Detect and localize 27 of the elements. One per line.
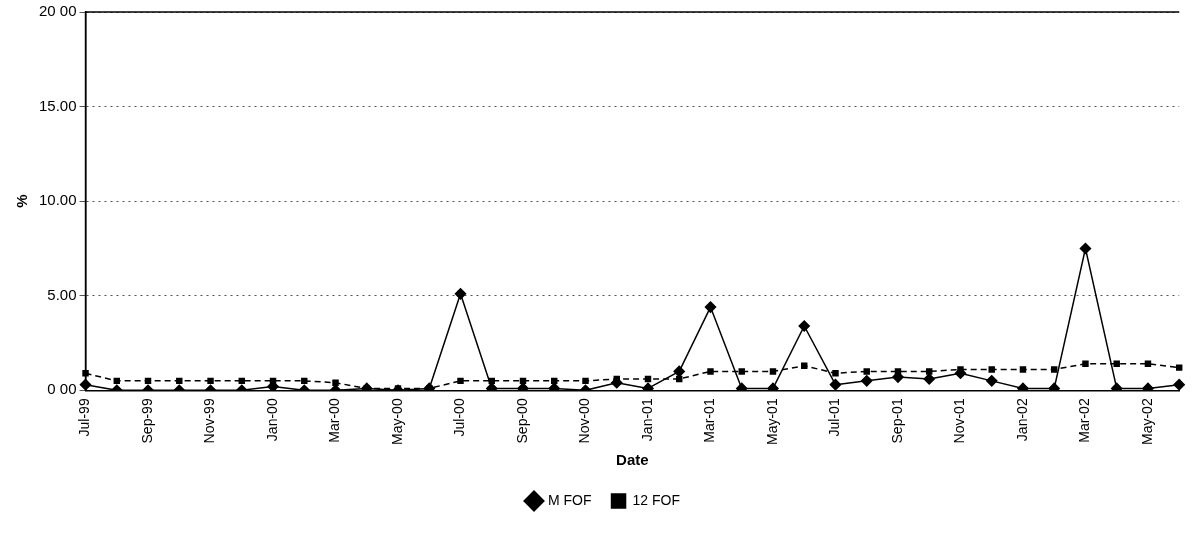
y-axis-title: % <box>13 194 31 208</box>
y-tick-label: 10.00 <box>38 191 77 209</box>
x-tick-label: Nov-00 <box>576 398 593 444</box>
x-tick-label: Jan-02 <box>1013 398 1030 442</box>
x-tick-label: Mar-01 <box>701 398 718 443</box>
x-tick-label: Nov-99 <box>201 398 218 444</box>
x-tick-label: Jul-00 <box>451 398 468 437</box>
x-tick-label: May-00 <box>388 398 405 445</box>
y-tick-label: 0 00 <box>47 380 77 398</box>
x-tick-label: Jan-01 <box>638 398 655 442</box>
x-tick-label: Jul-01 <box>826 398 843 437</box>
x-tick-label: Jan-00 <box>263 398 280 442</box>
x-axis-title: Date <box>616 451 649 469</box>
y-tick-label: 5.00 <box>47 285 77 303</box>
x-tick-label: Sep-01 <box>888 398 905 444</box>
x-tick-label: Sep-00 <box>513 398 530 444</box>
x-tick-label: Mar-02 <box>1076 398 1093 443</box>
x-tick-label: Mar-00 <box>326 398 343 443</box>
x-tick-label: May-01 <box>763 398 780 445</box>
x-tick-label: Jul-99 <box>76 398 93 437</box>
x-tick-label: Sep-99 <box>138 398 155 444</box>
y-tick-label: 15.00 <box>38 96 77 114</box>
legend-label: 12 FOF <box>632 491 681 508</box>
x-tick-label: Nov-01 <box>951 398 968 444</box>
legend-label: M FOF <box>548 491 592 508</box>
y-tick-label: 20 00 <box>38 2 77 20</box>
x-tick-label: May-02 <box>1138 398 1155 445</box>
